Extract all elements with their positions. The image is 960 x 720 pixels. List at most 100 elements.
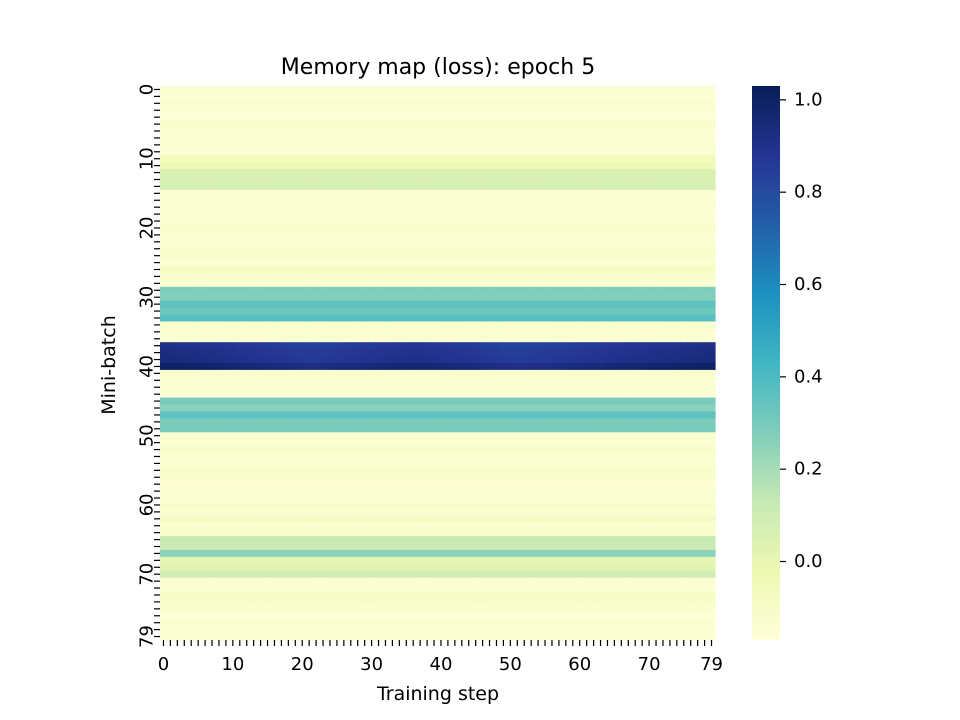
heatmap-cell bbox=[541, 182, 550, 191]
heatmap-cell bbox=[680, 473, 688, 482]
heatmap-cell bbox=[624, 99, 633, 108]
heatmap-cell bbox=[548, 321, 557, 329]
heatmap-cell bbox=[395, 134, 404, 142]
heatmap-cell bbox=[229, 439, 237, 447]
heatmap-cell bbox=[437, 363, 446, 371]
heatmap-cell bbox=[180, 210, 189, 219]
heatmap-cell bbox=[499, 390, 508, 399]
heatmap-cell bbox=[687, 120, 695, 129]
heatmap-cell bbox=[215, 300, 224, 309]
heatmap-cell bbox=[326, 99, 335, 108]
heatmap-cell bbox=[160, 411, 168, 419]
heatmap-cell bbox=[222, 266, 230, 274]
heatmap-cell bbox=[409, 425, 418, 433]
heatmap-cell bbox=[638, 425, 647, 433]
heatmap-cell bbox=[694, 203, 702, 212]
heatmap-cell bbox=[194, 404, 203, 413]
heatmap-cell bbox=[562, 390, 570, 399]
heatmap-cell bbox=[208, 231, 217, 239]
heatmap-cell bbox=[201, 196, 210, 205]
heatmap-cell bbox=[250, 196, 258, 205]
heatmap-cell bbox=[604, 238, 612, 246]
heatmap-cell bbox=[271, 321, 279, 329]
heatmap-cell bbox=[638, 293, 647, 302]
heatmap-cell bbox=[298, 224, 307, 233]
heatmap-cell bbox=[333, 411, 341, 419]
heatmap-cell bbox=[180, 203, 189, 212]
heatmap-cell bbox=[222, 356, 230, 364]
heatmap-cell bbox=[257, 404, 265, 413]
heatmap-cell bbox=[333, 272, 341, 281]
heatmap-cell bbox=[493, 141, 501, 149]
heatmap-cell bbox=[652, 432, 661, 440]
heatmap-cell bbox=[284, 356, 293, 364]
heatmap-cell bbox=[215, 120, 224, 129]
heatmap-cell bbox=[298, 176, 307, 184]
heatmap-cell bbox=[666, 252, 674, 260]
heatmap-cell bbox=[659, 466, 668, 475]
heatmap-cell bbox=[534, 418, 543, 426]
heatmap-cell bbox=[680, 155, 688, 163]
heatmap-cell bbox=[160, 480, 168, 489]
heatmap-cell bbox=[638, 176, 647, 184]
heatmap-cell bbox=[555, 196, 563, 205]
heatmap-cell bbox=[458, 99, 466, 108]
heatmap-cell bbox=[298, 162, 307, 170]
heatmap-cell bbox=[416, 113, 425, 122]
heatmap-cell bbox=[368, 473, 376, 482]
heatmap-cell bbox=[638, 182, 647, 191]
heatmap-cell bbox=[271, 272, 279, 281]
heatmap-cell bbox=[395, 99, 404, 108]
heatmap-cell bbox=[673, 446, 681, 454]
heatmap-cell bbox=[430, 266, 439, 274]
heatmap-cell bbox=[541, 217, 550, 226]
heatmap-cell bbox=[229, 266, 237, 274]
heatmap-cell bbox=[160, 162, 168, 170]
heatmap-cell bbox=[486, 404, 494, 413]
heatmap-cell bbox=[291, 487, 300, 496]
heatmap-cell bbox=[708, 196, 716, 205]
heatmap-cell bbox=[708, 238, 716, 246]
heatmap-cell bbox=[208, 106, 217, 115]
heatmap-cell bbox=[333, 259, 341, 267]
heatmap-cell bbox=[617, 363, 626, 371]
heatmap-cell bbox=[187, 328, 196, 336]
heatmap-cell bbox=[486, 279, 494, 288]
heatmap-cell bbox=[680, 99, 688, 108]
heatmap-cell bbox=[617, 300, 626, 309]
heatmap-cell bbox=[166, 466, 175, 475]
heatmap-cell bbox=[486, 120, 494, 129]
heatmap-cell bbox=[166, 432, 175, 440]
heatmap-cell bbox=[416, 487, 425, 496]
heatmap-cell bbox=[624, 224, 633, 233]
heatmap-cell bbox=[388, 321, 397, 329]
heatmap-cell bbox=[548, 508, 557, 516]
heatmap-cell bbox=[569, 508, 577, 516]
heatmap-cell bbox=[541, 252, 550, 260]
heatmap-cell bbox=[160, 328, 168, 336]
heatmap-cell bbox=[361, 245, 369, 253]
heatmap-cell bbox=[687, 425, 695, 433]
heatmap-cell bbox=[472, 176, 480, 184]
heatmap-cell bbox=[173, 356, 182, 364]
heatmap-cell bbox=[250, 300, 258, 309]
heatmap-cell bbox=[652, 418, 661, 426]
heatmap-cell bbox=[284, 418, 293, 426]
heatmap-cell bbox=[312, 494, 321, 503]
heatmap-cell bbox=[319, 189, 328, 198]
heatmap-cell bbox=[347, 176, 355, 184]
heatmap-cell bbox=[402, 335, 411, 343]
heatmap-cell bbox=[624, 335, 633, 343]
heatmap-cell bbox=[576, 459, 584, 468]
heatmap-cell bbox=[284, 439, 293, 447]
heatmap-cell bbox=[555, 342, 563, 350]
heatmap-cell bbox=[201, 411, 210, 419]
heatmap-cell bbox=[180, 99, 189, 108]
heatmap-cell bbox=[312, 508, 321, 516]
heatmap-cell bbox=[187, 314, 196, 323]
heatmap-cell bbox=[583, 349, 591, 357]
heatmap-cell bbox=[277, 162, 286, 170]
heatmap-cell bbox=[305, 397, 314, 406]
heatmap-cell bbox=[534, 210, 543, 219]
heatmap-cell bbox=[368, 113, 376, 122]
